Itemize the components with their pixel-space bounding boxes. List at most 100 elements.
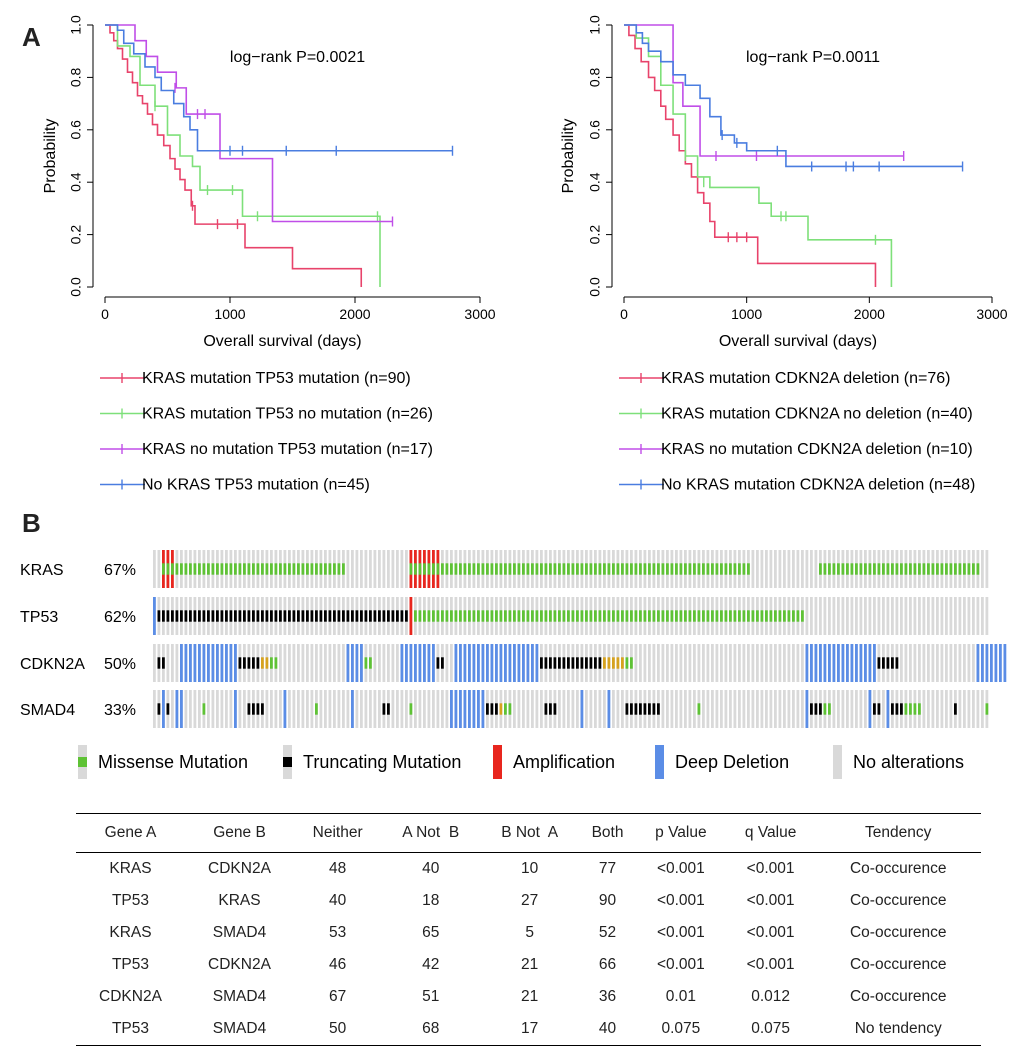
oncoprint-miss-mark	[504, 563, 507, 575]
km1-x-tick-label: 2000	[339, 306, 370, 322]
table-cell: Co-occurence	[849, 892, 947, 909]
oncoprint-trunc-mark	[306, 610, 309, 622]
oncoprint-cell	[931, 644, 935, 682]
oncoprint-miss-mark	[783, 610, 786, 622]
oncoprint-miss-mark	[549, 563, 552, 575]
oncoprint-miss-mark	[841, 563, 845, 575]
oncoprint-cell	[963, 644, 966, 682]
oncoprint-cell	[855, 690, 858, 728]
oncoprint-cell	[756, 690, 759, 728]
oncoprint-legend-label-trunc: Truncating Mutation	[303, 752, 461, 772]
oncoprint-trunc-mark	[157, 703, 161, 715]
oncoprint-cell	[171, 690, 174, 728]
oncoprint-cell	[661, 644, 665, 682]
oncoprint-deletion-cell	[1003, 644, 1007, 682]
oncoprint-cell	[364, 690, 368, 728]
oncoprint-miss-mark	[729, 563, 732, 575]
oncoprint-miss-mark	[666, 610, 669, 622]
oncoprint-cell	[207, 690, 210, 728]
oncoprint-miss-mark	[562, 563, 566, 575]
oncoprint-miss-mark	[531, 610, 534, 622]
oncoprint-legend-swatch-bg	[833, 745, 842, 779]
oncoprint-miss-mark	[535, 610, 539, 622]
oncoprint-miss-mark	[738, 563, 741, 575]
oncoprint-miss-mark	[522, 563, 525, 575]
oncoprint-cell	[396, 644, 399, 682]
oncoprint-miss-mark	[931, 563, 935, 575]
oncoprint-miss-mark	[207, 563, 210, 575]
oncoprint-trunc-mark	[234, 610, 237, 622]
oncoprint-deletion-cell	[463, 690, 467, 728]
oncoprint-deletion-cell	[211, 644, 215, 682]
oncoprint-deletion-cell	[477, 644, 480, 682]
km2-y-axis-title: Probability	[560, 119, 577, 194]
table-cell: CDKN2A	[208, 956, 271, 973]
km1-series-2-line	[105, 24, 381, 287]
table-row: TP53 KRAS 40 18 27 90 <0.001 <0.001 Co-occurence	[76, 885, 981, 917]
oncoprint-cell	[346, 550, 350, 588]
oncoprint-miss-mark	[261, 563, 264, 575]
oncoprint-cell	[432, 690, 435, 728]
table-body: KRAS CDKN2A 48 40 10 77 <0.001 <0.001 Co-occuren…	[76, 853, 981, 1046]
oncoprint-trunc-mark	[162, 657, 165, 669]
oncoprint-cell	[153, 690, 156, 728]
oncoprint-miss-mark	[517, 563, 521, 575]
oncoprint-trunc-mark	[193, 610, 197, 622]
oncoprint-miss-mark	[639, 610, 642, 622]
oncoprint-miss-mark	[904, 563, 908, 575]
oncoprint-deletion-cell	[346, 644, 350, 682]
km1-series-4-line	[105, 24, 453, 152]
oncoprint-cell	[949, 690, 953, 728]
oncoprint-trunc-mark	[256, 610, 260, 622]
oncoprint-cell	[666, 690, 669, 728]
oncoprint-miss-mark	[904, 703, 908, 715]
oncoprint-cell	[945, 690, 948, 728]
oncoprint-missense-mark	[409, 563, 413, 575]
oncoprint-deletion-cell	[229, 644, 233, 682]
oncoprint-cell	[373, 550, 377, 588]
oncoprint-cell	[868, 597, 872, 635]
oncoprint-missense-mark	[436, 563, 440, 575]
oncoprint-cell	[972, 597, 975, 635]
oncoprint-cell	[333, 690, 336, 728]
oncoprint-trunc-mark	[549, 657, 552, 669]
km2-annotation: log−rank P=0.0011	[746, 49, 880, 66]
table-cell: <0.001	[746, 924, 795, 941]
oncoprint-cell	[846, 690, 849, 728]
oncoprint-deletion-cell	[180, 644, 183, 682]
oncoprint-trunc-mark	[441, 657, 444, 669]
oncoprint-trunc-mark	[652, 703, 656, 715]
oncoprint-cell	[765, 550, 768, 588]
oncoprint-cell	[855, 597, 858, 635]
oncoprint-cell	[661, 690, 665, 728]
oncoprint-trunc-mark	[396, 610, 399, 622]
oncoprint-miss-mark	[337, 563, 341, 575]
panel-a-label: A	[22, 22, 41, 52]
oncoprint-legend-label-del: Deep Deletion	[675, 752, 789, 772]
oncoprint-cell	[175, 644, 179, 682]
oncoprint-trunc-mark	[891, 657, 894, 669]
oncoprint-miss-mark	[274, 563, 278, 575]
table-cell: 68	[381, 1013, 481, 1046]
oncoprint-miss-mark	[270, 563, 273, 575]
oncoprint-miss-mark	[594, 563, 597, 575]
oncoprint-miss-mark	[306, 563, 309, 575]
oncoprint-miss-mark	[414, 610, 417, 622]
oncoprint-trunc-mark	[157, 657, 161, 669]
oncoprint-miss-mark	[738, 610, 741, 622]
oncoprint-cell	[913, 644, 917, 682]
table-cell: 0.01	[665, 988, 696, 1005]
km2-y-tick-label: 0.2	[587, 225, 603, 245]
oncoprint-miss-mark	[495, 563, 498, 575]
oncoprint-cell	[378, 644, 381, 682]
table-header-cell: Gene A	[76, 813, 185, 853]
oncoprint-cell	[805, 597, 809, 635]
km1-y-tick-label: 0.0	[68, 277, 84, 297]
oncoprint-miss-mark	[697, 563, 701, 575]
oncoprint-cell	[292, 690, 296, 728]
oncoprint-deletion-cell	[810, 644, 813, 682]
oncoprint-trunc-mark	[540, 657, 543, 669]
oncoprint-cell	[346, 690, 350, 728]
table-cell: 65	[422, 924, 440, 941]
oncoprint-miss-mark	[733, 563, 737, 575]
